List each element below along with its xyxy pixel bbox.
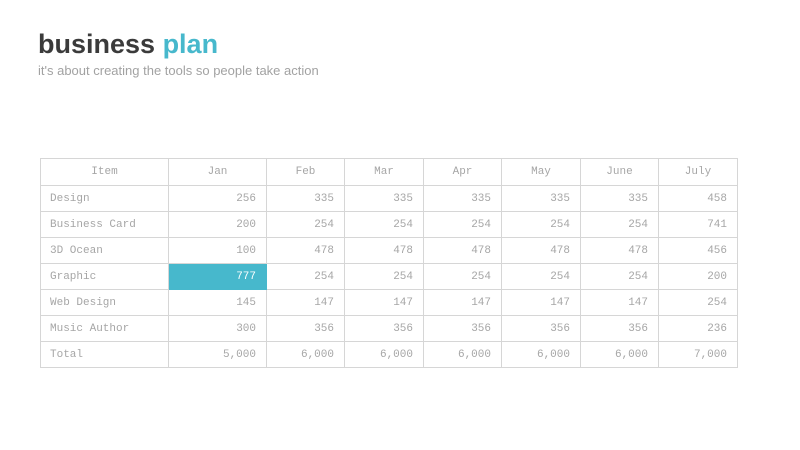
value-cell: 236: [658, 315, 738, 342]
table-row: Business Card 200 254 254 254 254 254 741: [40, 211, 738, 238]
value-cell: 335: [423, 185, 502, 212]
table-row: Design 256 335 335 335 335 335 458: [40, 185, 738, 212]
value-cell: 356: [266, 315, 345, 342]
value-cell: 456: [658, 237, 738, 264]
value-cell: 147: [344, 289, 424, 316]
value-cell: 356: [344, 315, 424, 342]
value-cell: 254: [266, 263, 345, 290]
business-plan-table: Item Jan Feb Mar Apr May June July Design 256 335…: [40, 158, 738, 368]
table-row: Total 5,000 6,000 6,000 6,000 6,000 6,000 7,000: [40, 341, 738, 368]
table-header: Item Jan Feb Mar Apr May June July: [40, 158, 738, 186]
table-row: Web Design 145 147 147 147 147 147 254: [40, 289, 738, 316]
value-cell: 147: [580, 289, 659, 316]
table-row: Graphic 777 254 254 254 254 254 200: [40, 263, 738, 290]
value-cell: 254: [501, 263, 581, 290]
value-cell: 254: [580, 211, 659, 238]
value-cell: 6,000: [501, 341, 581, 368]
highlighted-value-cell: 777: [168, 263, 267, 290]
value-cell: 335: [266, 185, 345, 212]
value-cell: 300: [168, 315, 267, 342]
value-cell: 6,000: [580, 341, 659, 368]
page-title-primary: business: [38, 29, 156, 59]
table-row: 3D Ocean 100 478 478 478 478 478 456: [40, 237, 738, 264]
page-subtitle: it's about creating the tools so people …: [38, 62, 319, 78]
value-cell: 254: [344, 263, 424, 290]
value-cell: 356: [423, 315, 502, 342]
table-header-cell: June: [580, 158, 659, 186]
value-cell: 5,000: [168, 341, 267, 368]
table-header-cell: Mar: [344, 158, 424, 186]
value-cell: 254: [423, 263, 502, 290]
table-header-cell: Jan: [168, 158, 267, 186]
value-cell: 356: [501, 315, 581, 342]
table-header-cell: Feb: [266, 158, 345, 186]
value-cell: 335: [344, 185, 424, 212]
value-cell: 147: [423, 289, 502, 316]
value-cell: 356: [580, 315, 659, 342]
value-cell: 200: [658, 263, 738, 290]
item-cell: Total: [40, 341, 169, 368]
item-cell: 3D Ocean: [40, 237, 169, 264]
value-cell: 6,000: [423, 341, 502, 368]
value-cell: 7,000: [658, 341, 738, 368]
table-header-cell: July: [658, 158, 738, 186]
value-cell: 458: [658, 185, 738, 212]
value-cell: 200: [168, 211, 267, 238]
value-cell: 6,000: [266, 341, 345, 368]
value-cell: 100: [168, 237, 267, 264]
value-cell: 254: [344, 211, 424, 238]
item-cell: Business Card: [40, 211, 169, 238]
value-cell: 335: [580, 185, 659, 212]
value-cell: 478: [344, 237, 424, 264]
page-title: business plan: [38, 29, 319, 60]
value-cell: 478: [266, 237, 345, 264]
value-cell: 6,000: [344, 341, 424, 368]
value-cell: 254: [501, 211, 581, 238]
item-cell: Design: [40, 185, 169, 212]
value-cell: 147: [501, 289, 581, 316]
table-row: Music Author 300 356 356 356 356 356 236: [40, 315, 738, 342]
value-cell: 256: [168, 185, 267, 212]
table-header-cell: Apr: [423, 158, 502, 186]
slide-header: business plan it's about creating the to…: [38, 29, 319, 78]
value-cell: 254: [266, 211, 345, 238]
table-header-cell: Item: [40, 158, 169, 186]
value-cell: 145: [168, 289, 267, 316]
value-cell: 335: [501, 185, 581, 212]
item-cell: Graphic: [40, 263, 169, 290]
value-cell: 741: [658, 211, 738, 238]
value-cell: 254: [658, 289, 738, 316]
item-cell: Music Author: [40, 315, 169, 342]
value-cell: 478: [501, 237, 581, 264]
value-cell: 254: [423, 211, 502, 238]
table-header-row: Item Jan Feb Mar Apr May June July: [40, 158, 738, 186]
value-cell: 478: [423, 237, 502, 264]
page-title-accent: plan: [162, 29, 219, 59]
item-cell: Web Design: [40, 289, 169, 316]
value-cell: 478: [580, 237, 659, 264]
table-header-cell: May: [501, 158, 581, 186]
table-body: Design 256 335 335 335 335 335 458 Business Card…: [40, 185, 738, 368]
value-cell: 147: [266, 289, 345, 316]
value-cell: 254: [580, 263, 659, 290]
